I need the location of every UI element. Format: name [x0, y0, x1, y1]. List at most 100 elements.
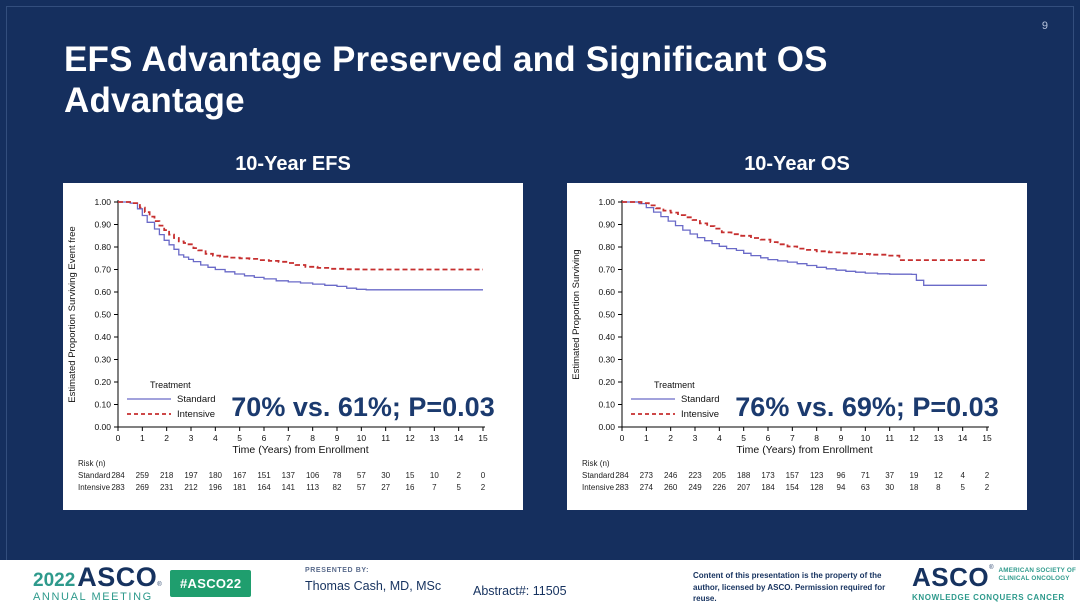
risk-value: 57 [357, 471, 366, 480]
legend-label-intensive: Intensive [177, 409, 215, 420]
risk-value: 2 [985, 483, 990, 492]
meeting-year: 2022 [33, 570, 76, 591]
risk-value: 273 [640, 471, 654, 480]
y-tick-label: 0.40 [598, 332, 615, 342]
risk-value: 205 [713, 471, 727, 480]
x-tick-label: 6 [262, 433, 267, 443]
asco-annual-meeting-logo: 2022 ASCO ® ANNUAL MEETING [33, 564, 162, 603]
y-tick-label: 0.50 [598, 310, 615, 320]
risk-value: 94 [837, 483, 846, 492]
y-tick-label: 0.10 [598, 400, 615, 410]
x-tick-label: 3 [189, 433, 194, 443]
os-chart-panel: 0.00 0.10 0.20 0.30 0.40 0.50 0.60 0.70 0.80 0.90… [567, 183, 1027, 510]
y-tick-label: 0.70 [94, 265, 111, 275]
risk-value: 259 [136, 471, 150, 480]
x-tick-label: 13 [934, 433, 944, 443]
page-number: 9 [1041, 20, 1048, 32]
risk-value: 5 [960, 483, 965, 492]
risk-value: 128 [810, 483, 824, 492]
efs-chart-title: 10-Year EFS [235, 153, 351, 175]
risk-value: 37 [885, 471, 894, 480]
risk-value: 96 [837, 471, 846, 480]
hashtag-badge: #ASCO22 [170, 570, 252, 597]
risk-value: 15 [406, 471, 415, 480]
risk-row-name: Standard [582, 471, 614, 480]
risk-value: 141 [282, 483, 296, 492]
curve-intensive [118, 201, 483, 271]
risk-value: 231 [160, 483, 174, 492]
risk-value: 167 [233, 471, 247, 480]
y-tick-label: 0.10 [94, 400, 111, 410]
x-axis-label: Time (Years) from Enrollment [232, 444, 368, 456]
legend-label-standard: Standard [177, 394, 216, 405]
risk-value: 2 [985, 471, 990, 480]
risk-value: 7 [432, 483, 437, 492]
risk-value: 249 [688, 483, 702, 492]
y-tick-label: 0.40 [94, 332, 111, 342]
risk-value: 157 [786, 471, 800, 480]
risk-value: 27 [381, 483, 390, 492]
risk-value: 16 [406, 483, 415, 492]
legend-label-standard: Standard [681, 394, 720, 405]
risk-value: 283 [111, 483, 125, 492]
risk-row-name: Intensive [582, 483, 615, 492]
x-tick-label: 8 [814, 433, 819, 443]
x-tick-label: 10 [861, 433, 871, 443]
meeting-name: ANNUAL MEETING [33, 591, 153, 603]
legend-label-intensive: Intensive [681, 409, 719, 420]
x-tick-label: 1 [644, 433, 649, 443]
x-tick-label: 0 [116, 433, 121, 443]
y-tick-label: 0.20 [598, 377, 615, 387]
y-tick-label: 0.90 [598, 220, 615, 230]
risk-value: 284 [615, 471, 629, 480]
x-tick-label: 7 [790, 433, 795, 443]
presenter-name: Thomas Cash, MD, MSc [305, 579, 442, 593]
risk-value: 2 [456, 471, 461, 480]
x-tick-label: 8 [310, 433, 315, 443]
y-tick-label: 0.30 [94, 355, 111, 365]
risk-value: 30 [381, 471, 390, 480]
asco-tagline: KNOWLEDGE CONQUERS CANCER [912, 593, 1065, 602]
risk-value: 223 [688, 471, 702, 480]
risk-value: 137 [282, 471, 296, 480]
risk-value: 197 [184, 471, 198, 480]
x-axis-label: Time (Years) from Enrollment [736, 444, 872, 456]
x-tick-label: 0 [620, 433, 625, 443]
curve-standard [118, 201, 483, 291]
risk-value: 4 [960, 471, 965, 480]
risk-value: 63 [861, 483, 870, 492]
y-tick-label: 0.60 [94, 287, 111, 297]
x-tick-label: 2 [668, 433, 673, 443]
x-tick-label: 15 [478, 433, 488, 443]
y-tick-label: 0.20 [94, 377, 111, 387]
y-tick-label: 0.30 [598, 355, 615, 365]
risk-value: 0 [481, 471, 486, 480]
x-tick-label: 5 [741, 433, 746, 443]
y-axis-label: Estimated Proportion Surviving [571, 249, 582, 379]
risk-value: 12 [934, 471, 943, 480]
page-title: EFS Advantage Preserved and Significant … [64, 40, 828, 120]
risk-table-label: Risk (n) [582, 459, 610, 468]
risk-value: 5 [456, 483, 461, 492]
efs-chart-panel: 0.00 0.10 0.20 0.30 0.40 0.50 0.60 0.70 0.80 0.90… [63, 183, 523, 510]
risk-value: 113 [306, 483, 319, 492]
y-tick-label: 0.80 [598, 242, 615, 252]
meeting-org: ASCO [77, 562, 158, 592]
comparison-annotation: 76% vs. 69%; P=0.03 [735, 392, 998, 422]
risk-value: 196 [209, 483, 223, 492]
risk-value: 18 [910, 483, 919, 492]
x-tick-label: 2 [164, 433, 169, 443]
risk-value: 164 [257, 483, 271, 492]
risk-value: 57 [357, 483, 366, 492]
risk-value: 218 [160, 471, 174, 480]
legend-title: Treatment [150, 380, 191, 390]
risk-value: 106 [306, 471, 320, 480]
risk-value: 283 [615, 483, 629, 492]
risk-value: 184 [761, 483, 775, 492]
y-tick-label: 0.00 [94, 422, 111, 432]
x-tick-label: 14 [454, 433, 464, 443]
risk-value: 181 [233, 483, 247, 492]
risk-value: 154 [786, 483, 800, 492]
asco-society-name: AMERICAN SOCIETY OF CLINICAL ONCOLOGY [998, 567, 1077, 583]
